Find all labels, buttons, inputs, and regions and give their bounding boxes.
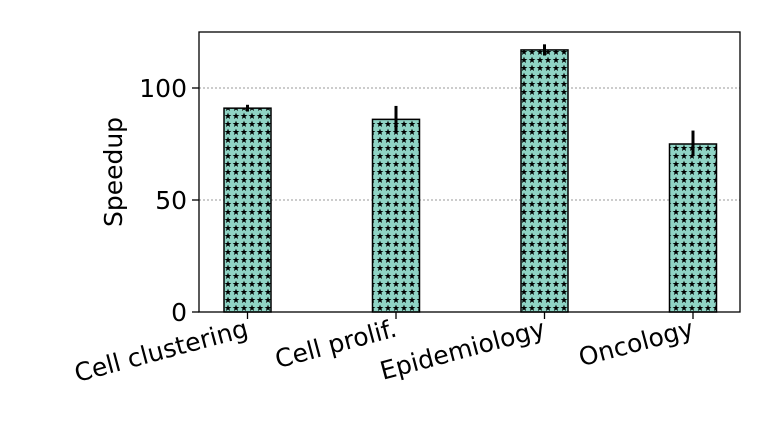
y-axis-label: Speedup xyxy=(99,117,128,227)
plot-frame xyxy=(198,31,741,313)
x-axis: Cell clustering Cell prolif.Epidemiology O… xyxy=(71,312,697,388)
x-tick-label: Cell clustering xyxy=(71,314,251,388)
x-tick-label: Oncology xyxy=(576,314,697,372)
gridlines xyxy=(199,87,740,201)
y-tick-label: 100 xyxy=(139,74,187,103)
bar xyxy=(520,49,569,313)
y-tick-label: 0 xyxy=(171,298,187,327)
bar xyxy=(668,143,718,313)
error-bars xyxy=(246,44,695,156)
bars xyxy=(223,49,718,313)
x-tick-label: Epidemiology xyxy=(377,314,548,386)
bar xyxy=(223,107,272,313)
y-axis: 0 50 100 xyxy=(139,74,199,327)
y-tick-label: 50 xyxy=(155,186,187,215)
bar xyxy=(371,118,421,313)
